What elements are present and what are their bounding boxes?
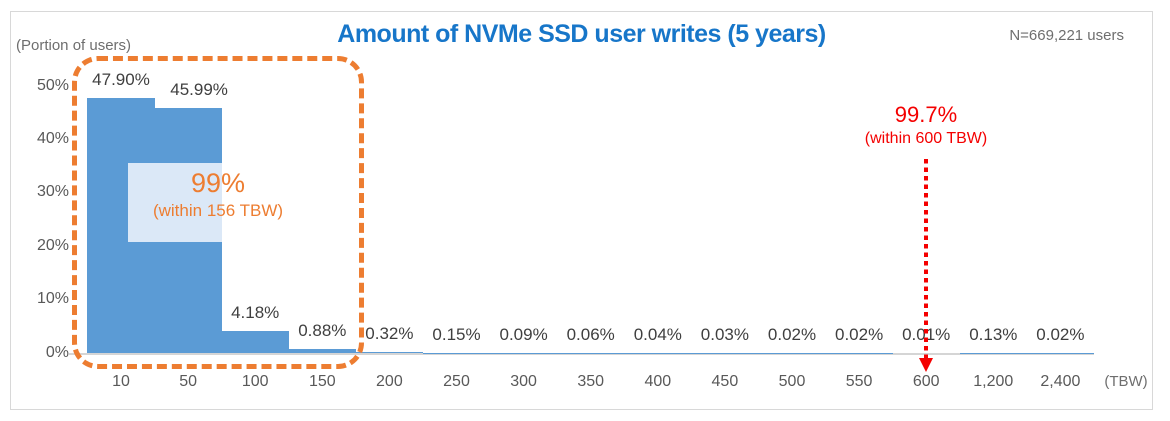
y-tick-label-20: 20% xyxy=(36,236,69,254)
y-tick-label-0: 0% xyxy=(45,343,69,361)
x-tick-label-50: 50 xyxy=(179,373,197,390)
coverage-600-annotation: 99.7% (within 600 TBW) xyxy=(865,102,987,148)
x-tick-label-450: 450 xyxy=(711,373,739,390)
x-tick-label-500: 500 xyxy=(778,373,806,390)
coverage-156-subline: (within 156 TBW) xyxy=(152,201,284,220)
value-label-350: 0.06% xyxy=(566,325,615,345)
bar-250 xyxy=(422,352,491,354)
bar-150 xyxy=(288,348,356,354)
x-tick-label-2,400: 2,400 xyxy=(1040,373,1081,390)
x-tick-label-200: 200 xyxy=(376,373,403,390)
x-tick-label-550: 550 xyxy=(845,373,873,390)
bar-100 xyxy=(221,331,289,354)
x-tick-label-250: 250 xyxy=(443,373,470,390)
chart-title: Amount of NVMe SSD user writes (5 years) xyxy=(337,20,826,48)
value-label-50: 45.99% xyxy=(170,79,228,99)
value-label-2,400: 0.02% xyxy=(1036,325,1085,345)
x-tick-label-350: 350 xyxy=(577,373,605,390)
sample-size-label: N=669,221 users xyxy=(1009,27,1124,44)
x-tick-label-400: 400 xyxy=(644,373,672,390)
value-label-550: 0.02% xyxy=(834,325,884,345)
coverage-600-subline: (within 600 TBW) xyxy=(864,130,988,147)
value-label-150: 0.88% xyxy=(298,320,347,340)
chart-panel: Amount of NVMe SSD user writes (5 years)… xyxy=(10,11,1153,410)
y-tick-label-10: 10% xyxy=(36,290,69,308)
value-label-400: 0.04% xyxy=(633,325,682,345)
value-label-10: 47.90% xyxy=(92,69,150,89)
value-label-250: 0.15% xyxy=(432,324,481,344)
x-tick-label-300: 300 xyxy=(510,373,537,390)
value-label-500: 0.02% xyxy=(767,325,817,345)
y-tick-label-30: 30% xyxy=(36,183,69,201)
y-tick-label-50: 50% xyxy=(36,76,69,94)
coverage-156-headline: 99% xyxy=(190,168,246,198)
coverage-156-backdrop xyxy=(128,163,222,242)
y-axis-title: (Portion of users) xyxy=(16,37,132,54)
bar-200 xyxy=(355,351,423,354)
x-tick-label-150: 150 xyxy=(308,373,336,390)
x-axis-unit-label: (TBW) xyxy=(1104,373,1148,390)
coverage-600-headline: 99.7% xyxy=(894,102,958,127)
x-tick-label-100: 100 xyxy=(241,373,269,390)
value-label-300: 0.09% xyxy=(499,325,548,345)
x-axis-line xyxy=(69,352,1094,355)
value-label-100: 4.18% xyxy=(231,303,280,323)
value-label-1,200: 0.13% xyxy=(969,324,1018,344)
x-tick-label-10: 10 xyxy=(112,373,130,390)
down-arrow-line xyxy=(924,159,928,358)
highlight-region-outline xyxy=(72,56,364,369)
value-label-200: 0.32% xyxy=(365,323,414,343)
y-tick-label-40: 40% xyxy=(36,129,69,147)
x-tick-label-1,200: 1,200 xyxy=(973,373,1014,390)
bar-1,200 xyxy=(959,352,1027,354)
x-tick-label-600: 600 xyxy=(912,373,940,390)
coverage-156-annotation: 99% (within 156 TBW) xyxy=(153,168,283,221)
down-arrow-head-icon xyxy=(919,358,933,372)
value-label-450: 0.03% xyxy=(700,325,749,345)
